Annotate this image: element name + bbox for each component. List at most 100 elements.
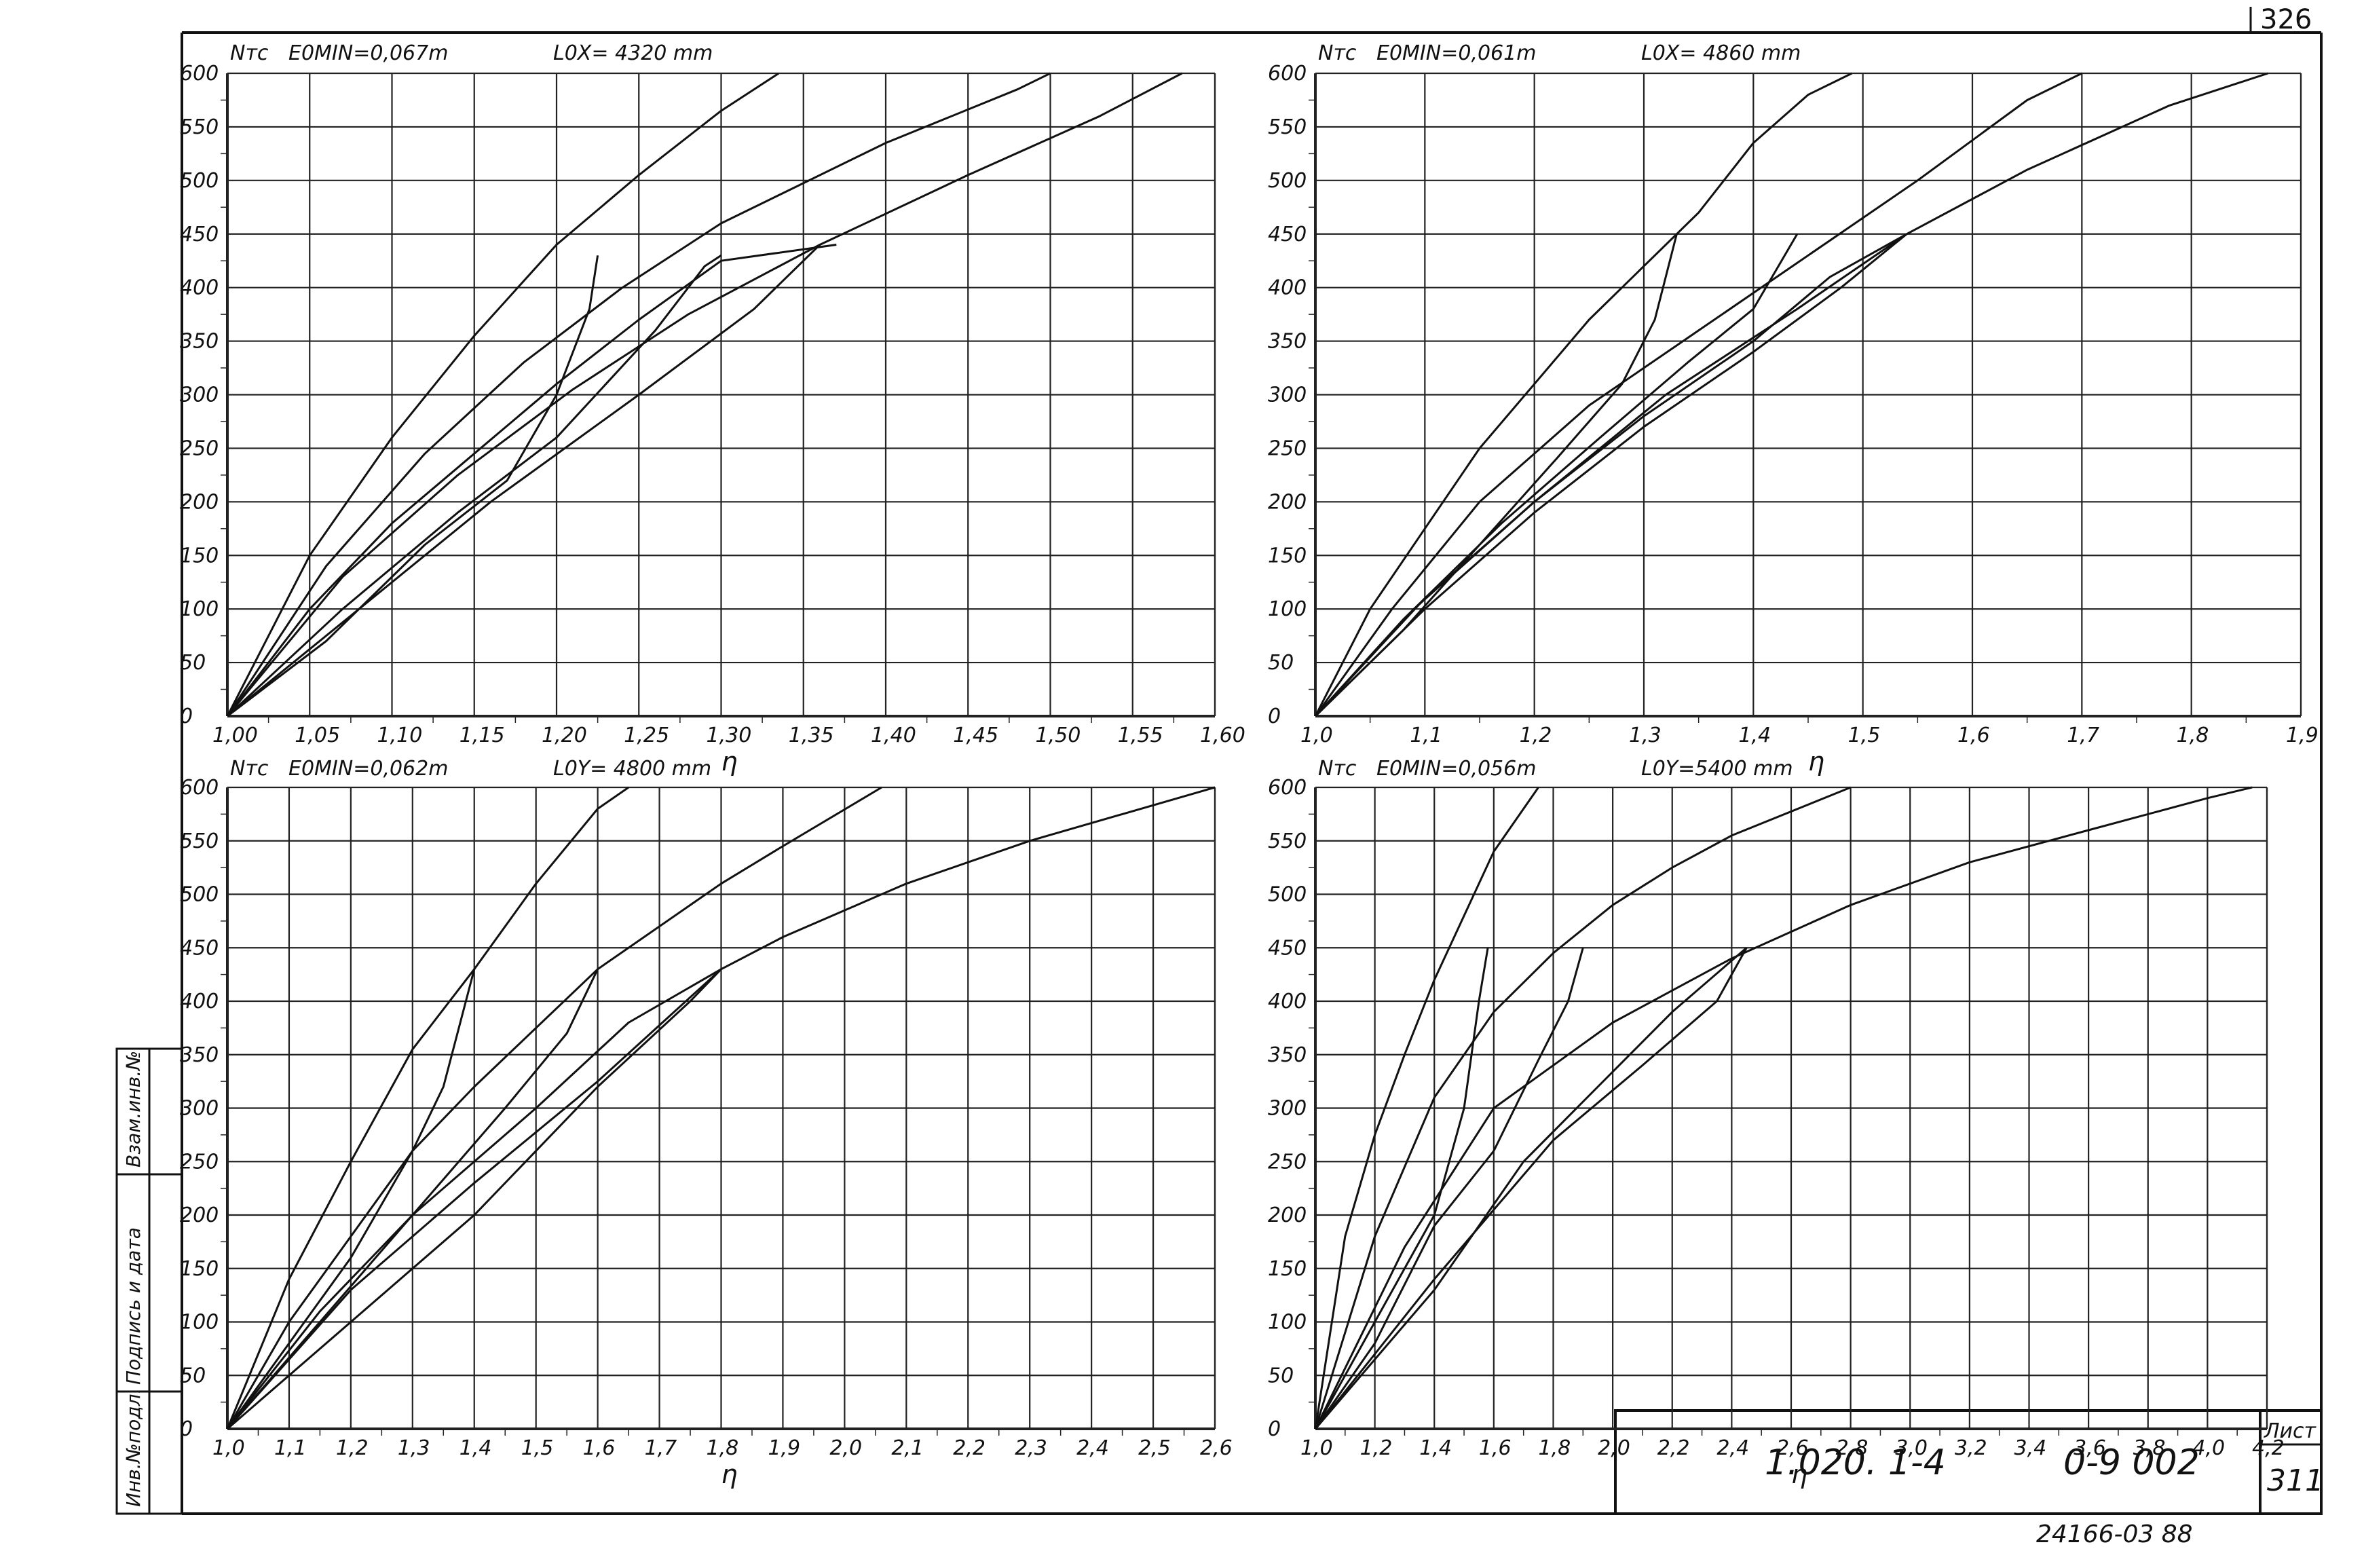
y-tick-label: 350 — [180, 330, 219, 354]
x-tick-label: 2,2 — [1657, 1436, 1690, 1460]
x-tick-label: 1,1 — [1410, 724, 1442, 747]
x-tick-label: 1,4 — [1738, 724, 1771, 747]
y-tick-label: 450 — [180, 936, 219, 960]
x-tick-label: 1,8 — [2177, 724, 2209, 747]
x-tick-label: 1,0 — [1300, 724, 1333, 747]
series-line-6 — [226, 969, 599, 1430]
y-tick-label: 150 — [1268, 544, 1307, 567]
x-tick-label: 1,8 — [1539, 1436, 1571, 1460]
series-line-7 — [1314, 947, 1748, 1430]
x-axis-label: η — [1808, 747, 1824, 777]
series-line-1 — [226, 72, 780, 717]
y-tick-label: 350 — [180, 1043, 219, 1067]
x-tick-label: 3,4 — [2014, 1436, 2047, 1460]
x-tick-label: 1,00 — [212, 724, 258, 747]
y-tick-label: 400 — [180, 990, 219, 1013]
y-tick-label: 250 — [180, 1150, 219, 1174]
eccentricity-label: E0MIN=0,062m — [288, 757, 448, 781]
x-tick-label: 1,8 — [707, 1436, 739, 1460]
y-tick-label: 50 — [180, 651, 206, 675]
chart-top-right: 1,0 1,1 1,2 1,3 1,4 1,5 1,6 1,7 1,8 1,9 0 50 100 150 2… — [1268, 41, 2319, 777]
y-tick-label: 300 — [1268, 384, 1307, 407]
y-tick-label: 350 — [1268, 1043, 1307, 1067]
x-tick-label: 1,6 — [1479, 1436, 1512, 1460]
x-tick-label: 3,6 — [2074, 1436, 2106, 1460]
x-tick-label: 1,50 — [1036, 724, 1081, 747]
x-tick-label: 1,60 — [1200, 724, 1245, 747]
y-tick-label: 450 — [180, 223, 219, 246]
y-tick-label: 150 — [180, 544, 219, 567]
y-tick-label: 300 — [180, 384, 219, 407]
x-tick-label: 2,6 — [1200, 1436, 1233, 1460]
sheet-number: 311 — [2267, 1463, 2324, 1498]
x-tick-label: 1,9 — [2286, 724, 2319, 747]
length-label: L0X= 4860 mm — [1641, 41, 1801, 65]
x-tick-label: 1,0 — [1300, 1436, 1333, 1460]
side-label-sign: Подпись и дата — [122, 1227, 145, 1385]
series-line-6 — [226, 255, 722, 717]
series-line-3 — [226, 72, 1183, 717]
x-tick-label: 1,4 — [1419, 1436, 1452, 1460]
x-tick-label: 1,4 — [459, 1436, 492, 1460]
x-tick-label: 1,10 — [377, 724, 423, 747]
y-tick-label: 50 — [1268, 1364, 1294, 1387]
y-tick-label: 100 — [1268, 597, 1307, 621]
y-tick-label: 550 — [1268, 829, 1307, 853]
y-tick-label: 100 — [180, 597, 219, 621]
y-tick-label: 500 — [1268, 169, 1307, 193]
x-tick-label: 1,05 — [295, 724, 340, 747]
series-line-1 — [1314, 787, 1539, 1430]
x-tick-label: 2,0 — [1598, 1436, 1630, 1460]
y-tick-label: 200 — [1268, 1203, 1307, 1227]
eccentricity-label: E0MIN=0,067m — [288, 41, 448, 65]
x-tick-label: 2,5 — [1138, 1436, 1171, 1460]
y-tick-label: 600 — [180, 776, 219, 800]
y-tick-label: 400 — [180, 276, 219, 300]
page-number: 326 — [2260, 4, 2312, 35]
y-tick-label: 250 — [1268, 1150, 1307, 1174]
y-tick-label: 500 — [180, 169, 219, 193]
y-unit-label: Nтс — [1318, 757, 1357, 781]
y-tick-label: 400 — [1268, 276, 1307, 300]
series-line-6 — [1314, 234, 1799, 717]
series-line-2 — [1314, 72, 2082, 717]
length-label: L0X= 4320 mm — [553, 41, 713, 65]
y-tick-label: 200 — [180, 490, 219, 514]
x-tick-label: 1,20 — [542, 724, 587, 747]
x-tick-label: 2,0 — [829, 1436, 862, 1460]
drawing-number: 0-9 002 — [2063, 1442, 2200, 1483]
y-unit-label: Nтс — [230, 757, 269, 781]
chart-bottom-left: 1,0 1,1 1,2 1,3 1,4 1,5 1,6 1,7 1,8 1,9 2,0 2,1 2,2 2… — [180, 757, 1233, 1489]
series-line-2 — [226, 786, 882, 1430]
x-tick-label: 1,2 — [1520, 724, 1552, 747]
x-tick-label: 1,6 — [1957, 724, 1990, 747]
sheet-label: Лист — [2264, 1419, 2317, 1443]
y-tick-label: 0 — [180, 705, 193, 728]
series-line-7 — [1314, 233, 1908, 717]
x-tick-label: 1,35 — [789, 724, 834, 747]
series-line-4 — [226, 244, 837, 717]
y-unit-label: Nтс — [1318, 41, 1357, 65]
x-tick-label: 4,0 — [2192, 1436, 2225, 1460]
y-tick-label: 600 — [180, 62, 219, 86]
y-tick-label: 50 — [1268, 651, 1294, 675]
series-line-4 — [226, 968, 722, 1430]
y-tick-label: 150 — [1268, 1257, 1307, 1281]
chart-bottom-right: 1,0 1,2 1,4 1,6 1,8 2,0 2,2 2,4 2,6 2,8 3,0 3,2 3,4 3… — [1268, 757, 2285, 1489]
eccentricity-label: E0MIN=0,056m — [1376, 757, 1536, 781]
x-tick-label: 1,30 — [707, 724, 752, 747]
y-tick-label: 500 — [180, 883, 219, 907]
y-tick-label: 500 — [1268, 883, 1307, 907]
y-tick-label: 300 — [180, 1097, 219, 1121]
y-tick-label: 350 — [1268, 330, 1307, 354]
x-tick-label: 2,1 — [891, 1436, 924, 1460]
x-tick-label: 4,2 — [2252, 1436, 2285, 1460]
x-tick-label: 1,9 — [768, 1436, 800, 1460]
x-tick-label: 2,3 — [1015, 1436, 1047, 1460]
x-tick-label: 1,6 — [583, 1436, 616, 1460]
y-tick-label: 100 — [1268, 1311, 1307, 1334]
y-tick-label: 200 — [1268, 490, 1307, 514]
y-tick-label: 550 — [180, 829, 219, 853]
